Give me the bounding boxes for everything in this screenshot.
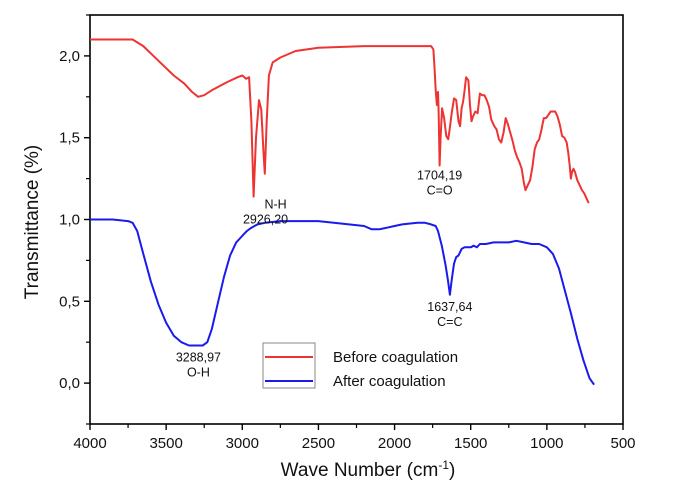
series-layer xyxy=(90,38,595,386)
series-line-before-coagulation xyxy=(90,38,590,204)
x-tick-label: 2000 xyxy=(378,435,411,452)
x-tick-label: 4000 xyxy=(73,435,106,452)
peak-annotation-label: O-H xyxy=(187,365,210,379)
peak-annotation-label: N-H xyxy=(264,198,286,212)
x-tick-label: 1000 xyxy=(530,435,563,452)
legend-box xyxy=(262,342,316,389)
x-axis-title: Wave Number (cm-1) xyxy=(281,458,456,481)
y-tick-label: 1,0 xyxy=(59,212,80,229)
peak-annotation-label: C=O xyxy=(427,184,453,198)
peak-annotation-label: 1704,19 xyxy=(417,169,462,183)
legend-label-after: After coagulation xyxy=(333,373,446,390)
peak-annotation-label: 3288,97 xyxy=(176,350,221,364)
y-tick-label: 0,0 xyxy=(59,375,80,392)
y-axis-title: Transmittance (%) xyxy=(22,145,43,300)
legend: Before coagulation After coagulation xyxy=(262,342,458,390)
x-axis: 4000 3500 3000 2500 2000 1500 1000 500 xyxy=(73,424,636,452)
peak-annotation-label: 1637,64 xyxy=(427,300,472,314)
peak-annotation-label: 2926,20 xyxy=(243,213,288,227)
x-tick-label: 2500 xyxy=(302,435,335,452)
x-tick-label: 3000 xyxy=(226,435,259,452)
y-axis: 0,0 0,5 1,0 1,5 2,0 xyxy=(59,14,90,425)
y-tick-label: 1,5 xyxy=(59,130,80,147)
y-tick-label: 2,0 xyxy=(59,48,80,65)
x-tick-label: 3500 xyxy=(149,435,182,452)
x-tick-label: 500 xyxy=(610,435,635,452)
x-tick-label: 1500 xyxy=(454,435,487,452)
peak-annotation-label: C=C xyxy=(437,315,462,329)
legend-label-before: Before coagulation xyxy=(333,349,458,366)
series-line-after-coagulation xyxy=(90,218,595,386)
y-tick-label: 0,5 xyxy=(59,293,80,310)
